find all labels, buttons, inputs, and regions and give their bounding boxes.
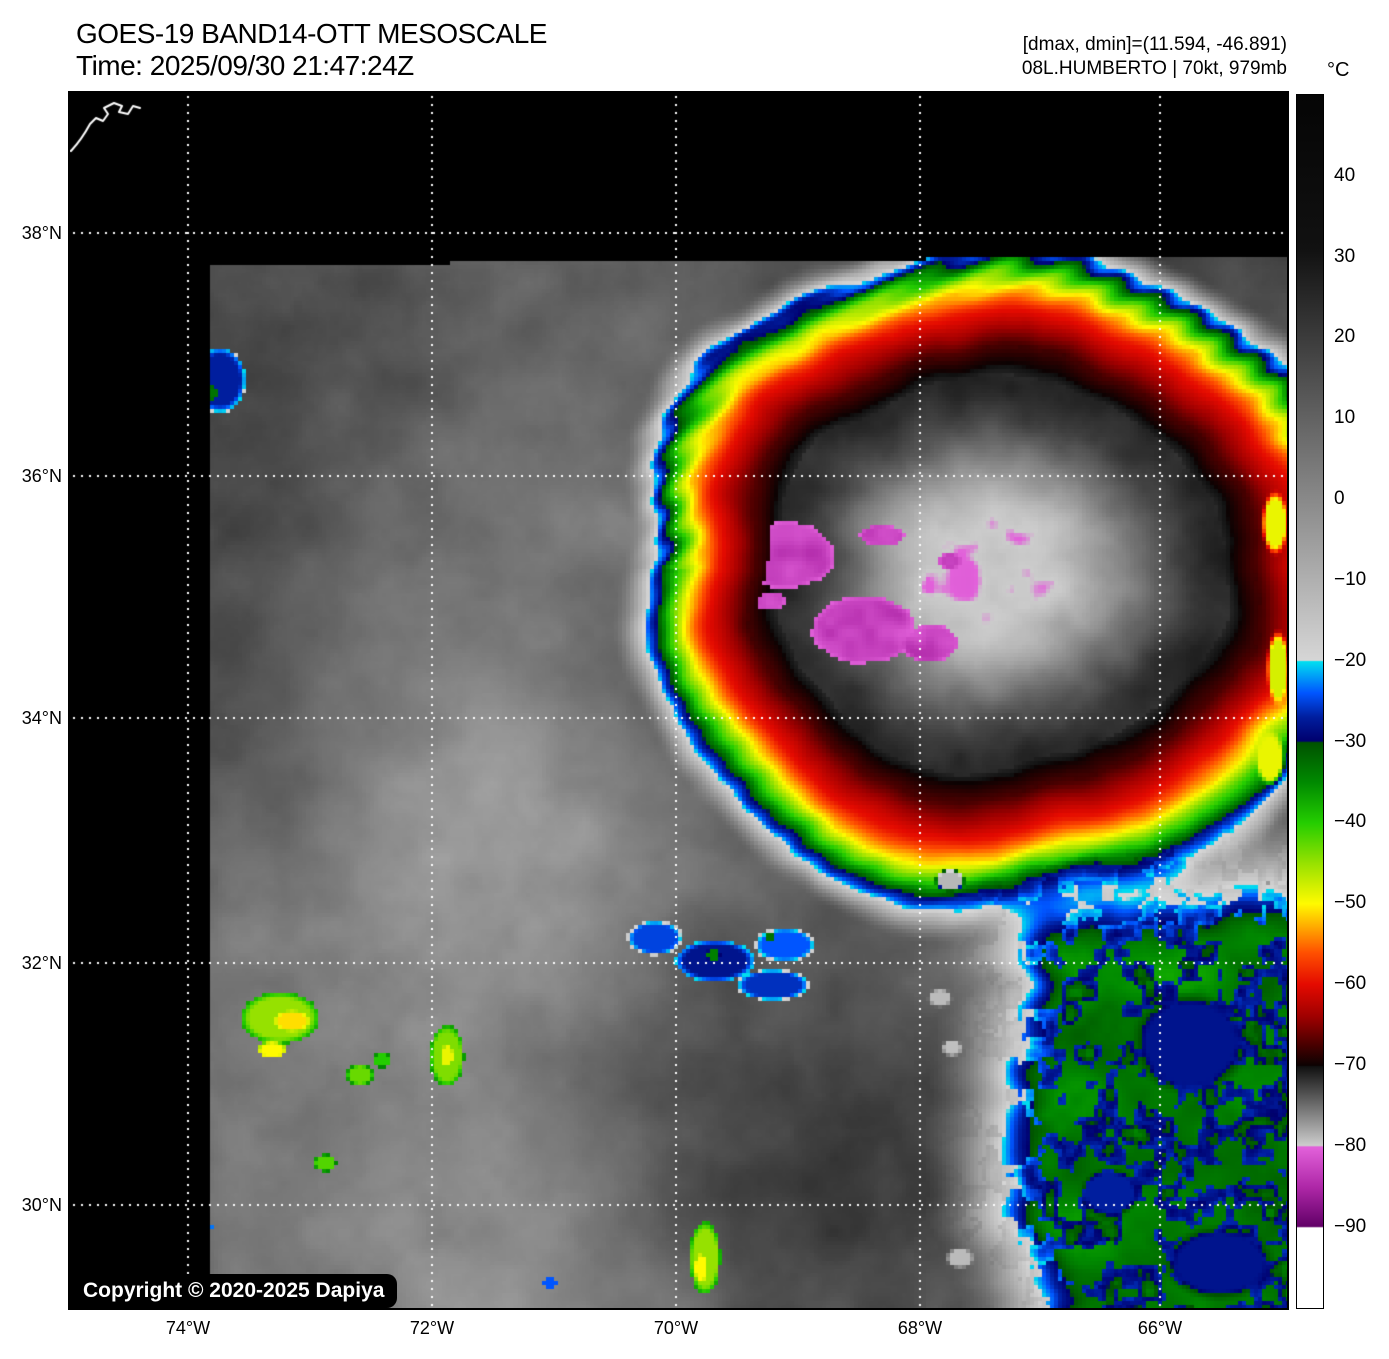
dmax-dmin-readout: [dmax, dmin]=(11.594, -46.891) [1022, 34, 1287, 55]
colorbar-tick-0: 0 [1334, 488, 1345, 509]
lat-label-36n: 36°N [21, 466, 62, 486]
colorbar-tick-m40: −40 [1334, 811, 1367, 832]
lon-label-70w: 70°W [653, 1318, 699, 1338]
lon-label-74w: 74°W [165, 1318, 211, 1338]
colorbar-tick-30: 30 [1334, 246, 1356, 267]
colorbar-tick-m10: −10 [1334, 569, 1367, 590]
page-title: GOES-19 BAND14-OTT MESOSCALE [76, 18, 547, 49]
lon-label-68w: 68°W [897, 1318, 943, 1338]
temperature-colorbar [1296, 94, 1324, 1309]
colorbar-tick-m20: −20 [1334, 650, 1367, 671]
lat-label-32n: 32°N [21, 953, 62, 973]
colorbar-unit-label: °C [1327, 59, 1350, 81]
colorbar-tick-m60: −60 [1334, 973, 1367, 994]
colorbar-tick-10: 10 [1334, 407, 1356, 428]
colorbar-tick-m30: −30 [1334, 731, 1367, 752]
colorbar-tick-m50: −50 [1334, 892, 1367, 913]
lon-label-72w: 72°W [409, 1318, 455, 1338]
colorbar-tick-m70: −70 [1334, 1054, 1367, 1075]
lat-label-30n: 30°N [21, 1195, 62, 1215]
colorbar-tick-m80: −80 [1334, 1135, 1367, 1156]
copyright-badge: Copyright © 2020-2025 Dapiya [70, 1274, 398, 1308]
colorbar-tick-20: 20 [1334, 326, 1356, 347]
colorbar-tick-40: 40 [1334, 165, 1356, 186]
map-frame: Copyright © 2020-2025 Dapiya [68, 91, 1289, 1310]
lat-label-38n: 38°N [21, 223, 62, 243]
lon-label-66w: 66°W [1137, 1318, 1183, 1338]
timestamp: Time: 2025/09/30 21:47:24Z [76, 50, 414, 81]
colorbar-tick-m90: −90 [1334, 1216, 1367, 1237]
satellite-imagery-canvas [70, 93, 1287, 1308]
storm-status: 08L.HUMBERTO | 70kt, 979mb [1021, 58, 1287, 79]
lat-label-34n: 34°N [21, 708, 62, 728]
